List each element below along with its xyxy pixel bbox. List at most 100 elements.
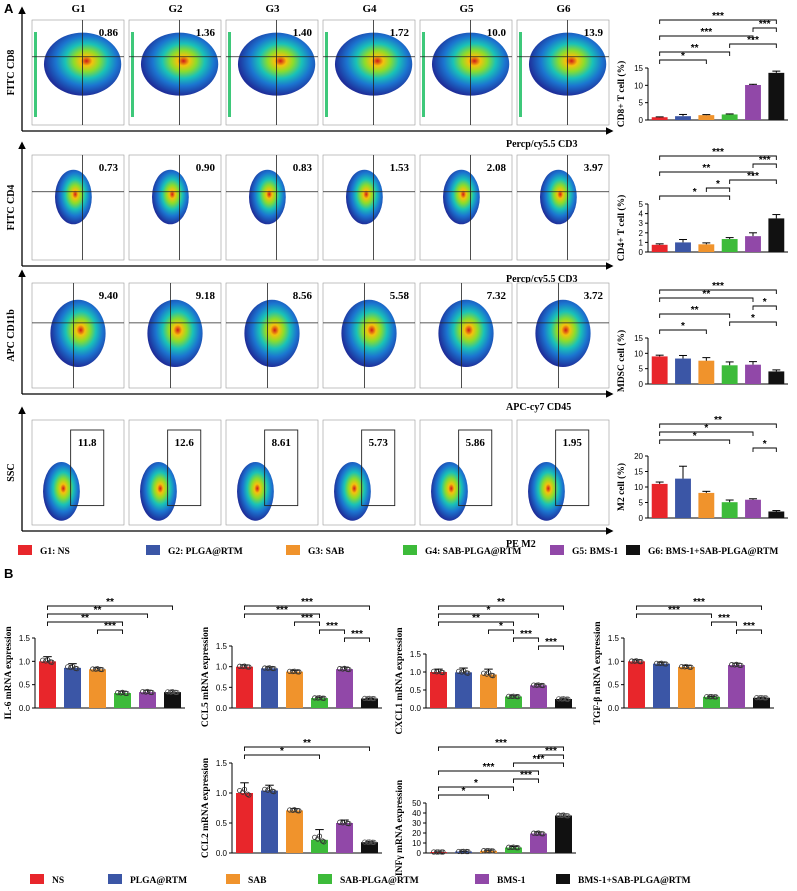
bar-1: [430, 852, 447, 853]
flow-x-label: PE M2: [506, 539, 536, 550]
y-axis-label: CD8+ T cell (%): [616, 61, 627, 128]
data-point: [144, 688, 151, 695]
y-tick-label: 1.5: [608, 634, 620, 643]
significance-label: ***: [301, 613, 313, 624]
bar-1: [236, 793, 253, 853]
bar-1: [651, 244, 668, 252]
legend-swatch: [18, 545, 32, 555]
data-point: [366, 695, 373, 701]
data-point: [633, 658, 640, 664]
flow-plot-g1: 0.73: [31, 154, 125, 261]
significance-bracket: [513, 637, 539, 642]
gate-percentage: 11.8: [78, 437, 97, 449]
gate-box: [555, 429, 590, 507]
data-point: [266, 665, 273, 671]
data-point: [294, 669, 301, 675]
significance-bracket: [659, 171, 754, 176]
flow-plot-g4: 5.73: [322, 419, 416, 526]
data-point: [456, 668, 462, 674]
significance-bracket: [659, 329, 707, 334]
significance-bracket: [659, 289, 777, 294]
flow-y-label: FITC CD8: [6, 50, 17, 96]
data-point: [485, 669, 492, 676]
significance-bracket: [736, 629, 762, 634]
plot-frame: [322, 419, 416, 526]
significance-label: ***: [483, 762, 495, 773]
density-cloud: [334, 462, 371, 521]
significance-label: *: [462, 786, 466, 797]
flow-x-label: Percp/cy5.5 CD3: [506, 139, 577, 150]
significance-label: ***: [700, 27, 712, 38]
y-axis-label: TGF-β mRNA expression: [593, 621, 603, 725]
group-header-g2: G2: [168, 3, 183, 15]
bar-3: [286, 671, 303, 708]
bar-5: [745, 84, 761, 120]
legend-swatch: [403, 545, 417, 555]
flow-plot-g6: 13.9: [516, 19, 610, 126]
y-tick-label: 0.5: [216, 683, 228, 692]
bar-5: [139, 692, 156, 708]
bar-3: [698, 244, 715, 252]
group-header-g1: G1: [71, 3, 85, 15]
significance-bracket: [438, 786, 514, 791]
bar-6: [768, 218, 785, 252]
legend-b-item-3: SAB: [226, 874, 267, 886]
data-point: [319, 695, 326, 701]
y-axis-label: CD4+ T cell (%): [616, 195, 627, 262]
flow-cytometry-grid: G1 G2 G3 G4 G5 G6 FITC CD8 Percp/cy5.5 CD3 0.86 1…: [6, 3, 614, 550]
y-tick-label: 1.5: [216, 642, 228, 651]
significance-label: **: [497, 597, 505, 608]
data-point: [344, 666, 351, 672]
density-cloud: [43, 462, 80, 521]
legend-label: G3: SAB: [308, 547, 345, 557]
legend-label: G2: PLGA@RTM: [168, 547, 243, 557]
significance-label: ***: [712, 11, 724, 22]
density-cloud: [147, 299, 203, 367]
bar-3: [286, 810, 303, 853]
gate-box: [458, 429, 493, 507]
bar-6: [768, 511, 785, 518]
data-point: [44, 657, 51, 663]
legend-b-item-4: SAB-PLGA@RTM: [318, 874, 419, 886]
bar-4: [505, 847, 522, 853]
data-point: [122, 690, 129, 696]
y-tick-label: 40: [412, 809, 421, 818]
density-cloud: [244, 299, 300, 367]
significance-label: ***: [104, 621, 116, 632]
density-cloud: [443, 169, 480, 225]
significance-label: **: [94, 605, 102, 616]
flow-plot-g5: 2.08: [419, 154, 513, 261]
gate-percentage: 1.36: [196, 27, 216, 39]
significance-label: **: [106, 597, 114, 608]
flow-plot-g2: 9.18: [128, 282, 222, 389]
bar-2: [675, 116, 691, 120]
density-cloud: [249, 169, 286, 225]
bar-5: [336, 669, 353, 708]
significance-bracket: [438, 746, 564, 751]
density-cloud: [540, 169, 577, 225]
significance-bracket: [488, 629, 514, 634]
data-point: [711, 694, 718, 700]
bar-4: [311, 839, 328, 853]
y-axis-label: M2 cell (%): [616, 463, 627, 511]
significance-bracket: [319, 629, 345, 634]
y-tick-label: 0: [639, 380, 644, 389]
significance-label: **: [691, 305, 699, 316]
y-tick-label: 1.5: [19, 634, 31, 643]
legend-label: G6: BMS-1+SAB-PLGA@RTM: [648, 547, 778, 557]
significance-label: ***: [668, 605, 680, 616]
significance-bracket: [438, 613, 539, 618]
significance-bracket: [438, 770, 539, 775]
significance-label: *: [280, 746, 284, 757]
significance-label: ***: [747, 171, 759, 182]
y-tick-label: 5: [639, 365, 644, 374]
gate-percentage: 5.58: [390, 290, 410, 302]
significance-bracket: [294, 621, 320, 626]
bar-3: [698, 115, 715, 120]
legend-a-item-2: G2: PLGA@RTM: [146, 545, 243, 557]
data-point: [435, 668, 442, 674]
legend-swatch: [550, 545, 564, 555]
